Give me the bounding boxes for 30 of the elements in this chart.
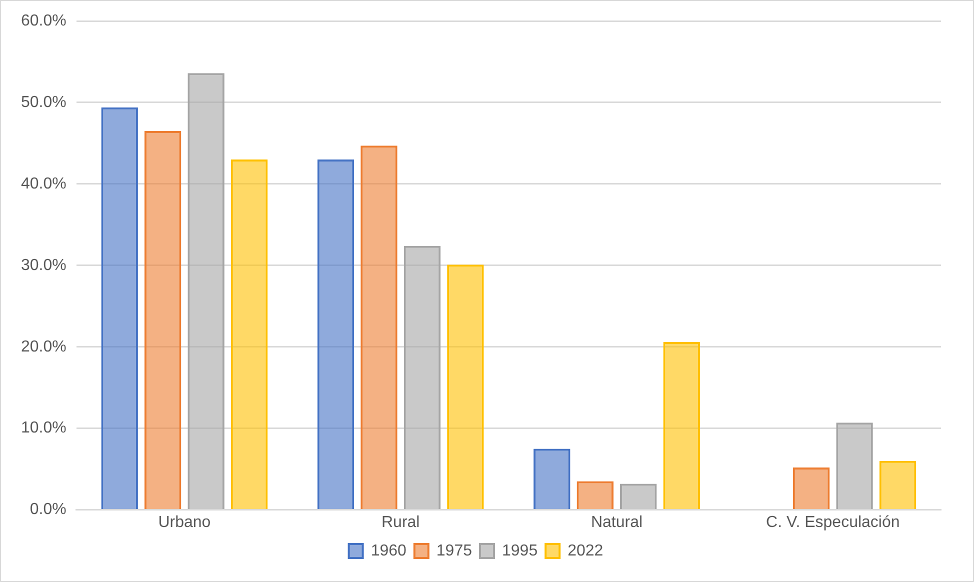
y-tick-label: 10.0% [20,420,66,437]
bar [576,481,614,510]
x-tick-label: Natural [590,514,643,531]
legend-label: 1995 [502,542,538,560]
y-tick-label: 30.0% [20,256,66,274]
x-tick-label: Rural [381,514,420,531]
y-tick-label: 60.0% [20,12,66,30]
bar [792,467,830,510]
bar [447,264,484,510]
bar [404,246,441,510]
x-tick-label: C. V. Especulación [766,514,900,531]
bar [360,146,398,510]
x-tick-label: Urbano [158,514,211,531]
legend-label: 1975 [436,542,472,560]
bar [317,159,354,510]
y-tick-label: 20.0% [20,338,66,356]
bar [188,73,224,510]
bar [230,159,268,510]
bar [101,107,138,510]
bar [144,130,182,510]
bar [836,422,873,510]
bar [534,448,570,510]
legend-label: 2022 [568,542,604,560]
legend-label: 1960 [370,542,407,560]
y-tick-label: 40.0% [20,175,66,192]
bar [879,460,916,510]
bar [620,484,657,510]
bar [663,342,700,510]
y-tick-label: 0.0% [30,501,66,518]
y-tick-label: 50.0% [20,94,66,111]
